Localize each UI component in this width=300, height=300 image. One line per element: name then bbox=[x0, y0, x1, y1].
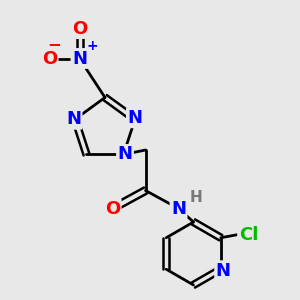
Text: N: N bbox=[72, 50, 87, 68]
Text: H: H bbox=[190, 190, 203, 205]
Text: N: N bbox=[128, 109, 142, 127]
Text: Cl: Cl bbox=[239, 226, 258, 244]
Text: N: N bbox=[216, 262, 231, 280]
Text: O: O bbox=[105, 200, 120, 217]
Text: O: O bbox=[42, 50, 57, 68]
Text: +: + bbox=[87, 39, 99, 53]
Text: N: N bbox=[118, 146, 133, 164]
Text: N: N bbox=[171, 200, 186, 217]
Text: N: N bbox=[66, 110, 81, 128]
Text: O: O bbox=[72, 20, 87, 38]
Text: −: − bbox=[47, 35, 61, 53]
